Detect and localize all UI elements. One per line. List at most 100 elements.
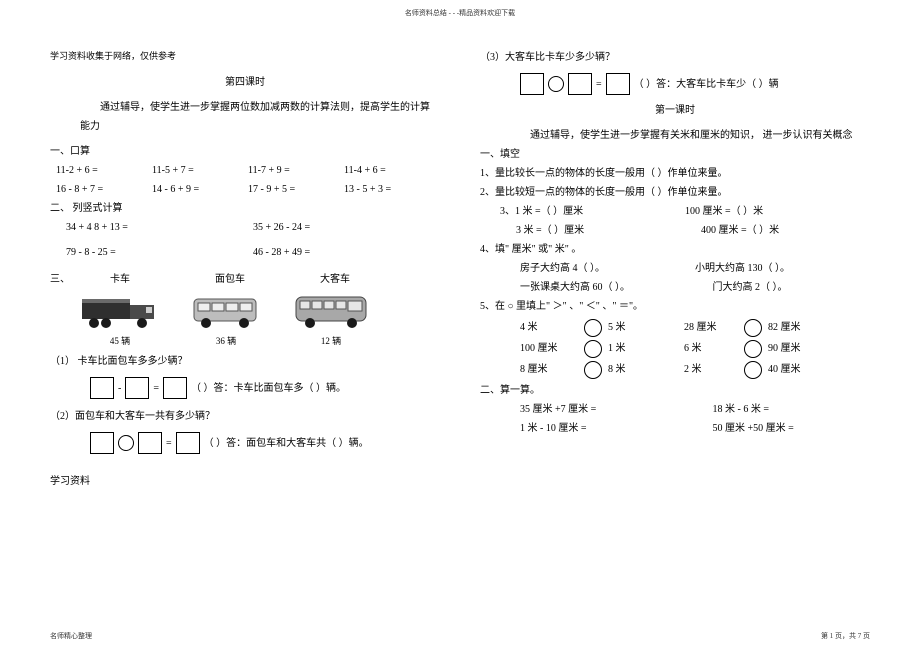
fill3a: 3、1 米 =（ ）厘米 <box>500 202 685 221</box>
page-header: 名师资料总结 - - -精品资料欢迎下载 <box>0 0 920 18</box>
q2-text: （2）面包车和大客车一共有多少辆？ <box>50 407 440 426</box>
fill3-row2: 3 米 =（ ）厘米 400 厘米 =（ ）米 <box>500 221 870 240</box>
cmp-l: 100 厘米 <box>520 339 578 358</box>
q3-equation: = （ ）答：大客车比卡车少（ ）辆 <box>520 73 870 95</box>
fill4a: 房子大约高 4（ ）。 <box>520 259 695 278</box>
compare-circle <box>584 340 602 358</box>
compare-row-3: 8 厘米 8 米 2 米 40 厘米 <box>520 360 870 379</box>
vc-cell: 79 - 8 - 25 = <box>50 243 253 262</box>
cmp-r: 82 厘米 <box>768 318 801 337</box>
calc-row2: 1 米 - 10 厘米 = 50 厘米 +50 厘米 = <box>520 419 870 438</box>
sec1-title: 一、口算 <box>50 142 440 161</box>
sec3-title: 三、 <box>50 270 110 289</box>
calc2a: 1 米 - 10 厘米 = <box>520 419 713 438</box>
q1-answer-text: （ ）答：卡车比面包车多（ ）辆。 <box>191 379 346 398</box>
r-sec1-title: 一、填空 <box>480 145 870 164</box>
equals-sign: = <box>153 379 159 398</box>
q2-answer-text: （ ）答：面包车和大客车共（ ）辆。 <box>204 434 369 453</box>
bus-figure: 12 辆 <box>292 293 370 350</box>
equals-sign: = <box>596 75 602 94</box>
truck-icon <box>80 293 160 331</box>
cmp-l: 28 厘米 <box>684 318 738 337</box>
fill4d: 门大约高 2（ ）。 <box>713 278 788 297</box>
compare-circle <box>744 319 762 337</box>
lesson4-intro: 通过辅导，使学生进一步掌握两位数加减两数的计算法则，提高学生的计算能力 <box>50 98 440 136</box>
veh1-label: 卡车 <box>110 270 215 289</box>
fill4c: 一张课桌大约高 60（ ）。 <box>520 278 713 297</box>
mc-cell: 11-7 + 9 = <box>248 161 344 180</box>
truck-figure: 45 辆 <box>80 293 160 350</box>
right-column: （3）大客车比卡车少多少辆？ = （ ）答：大客车比卡车少（ ）辆 第一课时 通… <box>480 48 870 491</box>
footer-right: 第 1 页，共 7 页 <box>821 631 870 641</box>
footer-left: 名师精心整理 <box>50 631 92 641</box>
fill1: 1、量比较长一点的物体的长度一般用（ ）作单位来量。 <box>480 164 870 183</box>
operator-circle <box>118 435 134 451</box>
cmp-r: 8 米 <box>608 360 678 379</box>
fill3c: 3 米 =（ ）厘米 <box>500 221 701 240</box>
q3-text: （3）大客车比卡车少多少辆？ <box>480 48 870 67</box>
mc-cell: 11-2 + 6 = <box>56 161 152 180</box>
fill4-row1: 房子大约高 4（ ）。 小明大约高 130（ ）。 <box>520 259 870 278</box>
mc-cell: 14 - 6 + 9 = <box>152 180 248 199</box>
q1-equation: - = （ ）答：卡车比面包车多（ ）辆。 <box>90 377 440 399</box>
answer-box <box>520 73 544 95</box>
veh2-label: 面包车 <box>215 270 320 289</box>
left-column: 学习资料收集于网络，仅供参考 第四课时 通过辅导，使学生进一步掌握两位数加减两数… <box>50 48 440 491</box>
vehicle-images: 45 辆 36 辆 <box>80 293 440 350</box>
answer-box <box>125 377 149 399</box>
content-columns: 学习资料收集于网络，仅供参考 第四课时 通过辅导，使学生进一步掌握两位数加减两数… <box>0 18 920 491</box>
page: 名师资料总结 - - -精品资料欢迎下载 学习资料收集于网络，仅供参考 第四课时… <box>0 0 920 651</box>
answer-box <box>163 377 187 399</box>
mc-cell: 13 - 5 + 3 = <box>344 180 440 199</box>
bus-count: 12 辆 <box>321 333 341 350</box>
cmp-r: 5 米 <box>608 318 678 337</box>
cmp-r: 90 厘米 <box>768 339 801 358</box>
vc-cell: 46 - 28 + 49 = <box>253 243 440 262</box>
fill4-row2: 一张课桌大约高 60（ ）。 门大约高 2（ ）。 <box>520 278 870 297</box>
answer-box <box>90 377 114 399</box>
cmp-l: 8 厘米 <box>520 360 578 379</box>
answer-box <box>606 73 630 95</box>
cmp-r: 40 厘米 <box>768 360 801 379</box>
calc2b: 50 厘米 +50 厘米 = <box>713 419 794 438</box>
answer-box <box>176 432 200 454</box>
r-sec2-title: 二、算一算。 <box>480 381 870 400</box>
mc-cell: 11-5 + 7 = <box>152 161 248 180</box>
lesson1-intro: 通过辅导，使学生进一步掌握有关米和厘米的知识， 进一步认识有关概念 <box>480 126 870 145</box>
compare-row-1: 4 米 5 米 28 厘米 82 厘米 <box>520 318 870 337</box>
compare-circle <box>584 319 602 337</box>
lesson4-title: 第四课时 <box>50 73 440 92</box>
equals-sign: = <box>166 434 172 453</box>
compare-circle <box>584 361 602 379</box>
compare-row-2: 100 厘米 1 米 6 米 90 厘米 <box>520 339 870 358</box>
answer-box <box>568 73 592 95</box>
calc-row1: 35 厘米 +7 厘米 = 18 米 - 6 米 = <box>520 400 870 419</box>
study-material-label: 学习资料 <box>50 472 440 491</box>
cmp-l: 6 米 <box>684 339 738 358</box>
q2-equation: = （ ）答：面包车和大客车共（ ）辆。 <box>90 432 440 454</box>
van-icon <box>190 293 262 331</box>
truck-count: 45 辆 <box>110 333 130 350</box>
sec2-title: 二、 列竖式计算 <box>50 199 440 218</box>
vertical-calc-row1: 34 + 4 8 + 13 = 35 + 26 - 24 = <box>50 218 440 237</box>
calc1b: 18 米 - 6 米 = <box>713 400 769 419</box>
fill5: 5、在 ○ 里填上" ＞" 、" ＜" 、" ＝"。 <box>480 297 870 316</box>
fill4b: 小明大约高 130（ ）。 <box>695 259 790 278</box>
fill3-row1: 3、1 米 =（ ）厘米 100 厘米 =（ ）米 <box>500 202 870 221</box>
cmp-l: 4 米 <box>520 318 578 337</box>
mc-cell: 11-4 + 6 = <box>344 161 440 180</box>
veh3-label: 大客车 <box>320 270 350 289</box>
lesson1-title: 第一课时 <box>480 101 870 120</box>
compare-circle <box>744 361 762 379</box>
calc1a: 35 厘米 +7 厘米 = <box>520 400 713 419</box>
vertical-calc-row2: 79 - 8 - 25 = 46 - 28 + 49 = <box>50 243 440 262</box>
van-figure: 36 辆 <box>190 293 262 350</box>
mc-cell: 16 - 8 + 7 = <box>56 180 152 199</box>
answer-box <box>90 432 114 454</box>
van-count: 36 辆 <box>216 333 236 350</box>
answer-box <box>138 432 162 454</box>
fill3b: 100 厘米 =（ ）米 <box>685 202 763 221</box>
fill4: 4、填" 厘米" 或" 米" 。 <box>480 240 870 259</box>
compare-circle <box>744 340 762 358</box>
fill2: 2、量比较短一点的物体的长度一般用（ ）作单位来量。 <box>480 183 870 202</box>
